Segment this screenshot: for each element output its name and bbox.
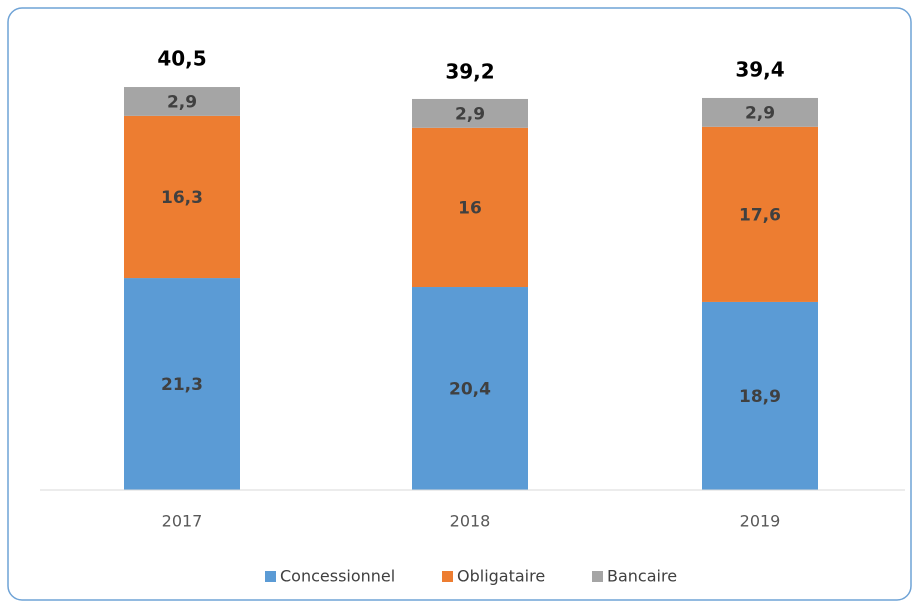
x-tick-label: 2019 xyxy=(740,512,781,531)
bar-segment xyxy=(412,98,528,128)
data-label: 2,9 xyxy=(455,104,485,124)
bar-segment xyxy=(412,287,528,490)
data-label: 2,9 xyxy=(167,92,197,112)
bar-segment xyxy=(702,97,818,127)
x-tick-label: 2017 xyxy=(162,512,203,531)
data-label: 2,9 xyxy=(745,103,775,123)
data-label: 16 xyxy=(458,198,482,218)
data-label: 16,3 xyxy=(161,188,203,208)
legend-label: Concessionnel xyxy=(280,567,395,586)
data-label: 21,3 xyxy=(161,375,203,395)
data-label: 17,6 xyxy=(739,205,781,225)
bar-segment xyxy=(702,301,818,490)
bar-segment xyxy=(412,127,528,288)
total-label: 39,2 xyxy=(445,59,494,83)
legend-swatch xyxy=(592,571,603,582)
legend-swatch xyxy=(442,571,453,582)
data-label: 18,9 xyxy=(739,387,781,407)
total-label: 39,4 xyxy=(735,57,784,81)
x-tick-label: 2018 xyxy=(450,512,491,531)
total-label: 40,5 xyxy=(157,47,206,71)
bar-segment xyxy=(124,278,240,490)
bar-segment xyxy=(124,115,240,279)
legend-label: Obligataire xyxy=(457,567,545,586)
bar-segment xyxy=(702,126,818,302)
data-label: 20,4 xyxy=(449,380,491,400)
legend-label: Bancaire xyxy=(607,567,677,586)
legend-swatch xyxy=(265,571,276,582)
bar-segment xyxy=(124,87,240,116)
